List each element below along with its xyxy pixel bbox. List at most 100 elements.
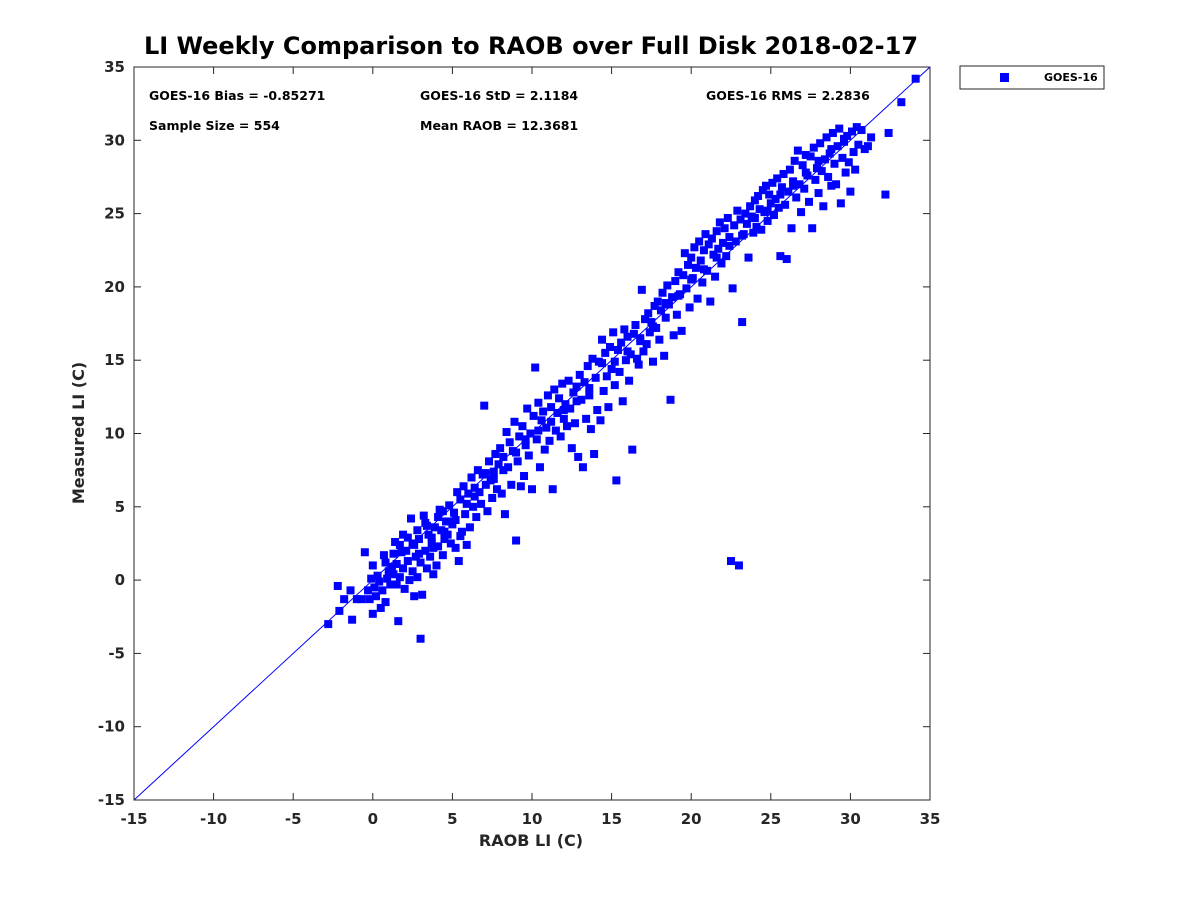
data-point xyxy=(609,328,618,337)
data-point xyxy=(738,231,747,240)
data-point xyxy=(408,567,417,576)
data-point xyxy=(481,469,490,478)
data-point xyxy=(395,573,404,582)
data-point xyxy=(451,543,460,552)
stat-sample-size: Sample Size = 554 xyxy=(149,118,280,133)
data-point xyxy=(489,474,498,483)
data-point xyxy=(911,74,920,83)
data-point xyxy=(422,564,431,573)
data-point xyxy=(715,218,724,227)
data-point xyxy=(485,457,494,466)
data-point xyxy=(389,549,398,558)
data-point xyxy=(559,414,568,423)
data-point xyxy=(674,291,683,300)
data-point xyxy=(852,123,861,132)
data-point xyxy=(510,417,519,426)
data-point xyxy=(535,463,544,472)
data-point xyxy=(763,216,772,225)
data-point xyxy=(373,571,382,580)
data-point xyxy=(497,489,506,498)
data-point xyxy=(491,450,500,459)
data-point xyxy=(607,364,616,373)
data-point xyxy=(467,473,476,482)
x-tick-label: 25 xyxy=(760,810,781,828)
data-point xyxy=(534,398,543,407)
y-tick-label: 15 xyxy=(104,351,125,369)
data-point xyxy=(513,457,522,466)
data-point xyxy=(532,435,541,444)
data-point xyxy=(414,535,423,544)
data-point xyxy=(427,539,436,548)
data-point xyxy=(733,206,742,215)
data-point xyxy=(817,167,826,176)
data-point xyxy=(469,502,478,511)
data-point xyxy=(381,598,390,607)
data-point xyxy=(717,259,726,268)
data-point xyxy=(357,595,366,604)
data-point xyxy=(555,394,564,403)
legend: GOES-16 xyxy=(959,65,1105,90)
data-point xyxy=(734,561,743,570)
data-point xyxy=(814,156,823,165)
data-point xyxy=(521,441,530,450)
data-point xyxy=(863,142,872,151)
data-points xyxy=(133,66,931,801)
data-point xyxy=(604,403,613,412)
data-point xyxy=(653,297,662,306)
data-point xyxy=(639,347,648,356)
data-point xyxy=(832,180,841,189)
data-point xyxy=(577,395,586,404)
data-point xyxy=(572,382,581,391)
data-point xyxy=(699,246,708,255)
data-point xyxy=(825,149,834,158)
data-point xyxy=(636,334,645,343)
data-point xyxy=(805,197,814,206)
data-point xyxy=(526,429,535,438)
data-point xyxy=(884,128,893,137)
data-point xyxy=(416,634,425,643)
data-point xyxy=(838,153,847,162)
data-point xyxy=(368,561,377,570)
data-point xyxy=(348,615,357,624)
data-point xyxy=(650,301,659,310)
data-point xyxy=(399,530,408,539)
data-point xyxy=(610,381,619,390)
data-point xyxy=(473,466,482,475)
data-point xyxy=(516,482,525,491)
y-tick-label: -5 xyxy=(108,644,125,662)
data-point xyxy=(613,345,622,354)
data-point xyxy=(391,537,400,546)
data-point xyxy=(782,255,791,264)
data-point xyxy=(551,426,560,435)
data-point xyxy=(840,134,849,143)
data-point xyxy=(824,172,833,181)
data-point xyxy=(695,237,704,246)
data-point xyxy=(457,527,466,536)
data-point xyxy=(410,592,419,601)
data-point xyxy=(381,558,390,567)
data-point xyxy=(750,213,759,222)
data-point xyxy=(706,297,715,306)
data-point xyxy=(623,332,632,341)
y-tick-label: 20 xyxy=(104,278,125,296)
data-point xyxy=(446,539,455,548)
data-point xyxy=(620,325,629,334)
data-point xyxy=(800,184,809,193)
data-point xyxy=(392,559,401,568)
data-point xyxy=(567,444,576,453)
data-point xyxy=(590,450,599,459)
data-point xyxy=(633,354,642,363)
y-tick-label: 5 xyxy=(115,498,125,516)
data-point xyxy=(881,190,890,199)
data-point xyxy=(798,161,807,170)
data-point xyxy=(660,351,669,360)
data-point xyxy=(698,278,707,287)
x-tick-label: -15 xyxy=(120,810,147,828)
data-point xyxy=(429,543,438,552)
data-point xyxy=(731,237,740,246)
data-point xyxy=(755,205,764,214)
data-point xyxy=(462,499,471,508)
data-point xyxy=(386,580,395,589)
